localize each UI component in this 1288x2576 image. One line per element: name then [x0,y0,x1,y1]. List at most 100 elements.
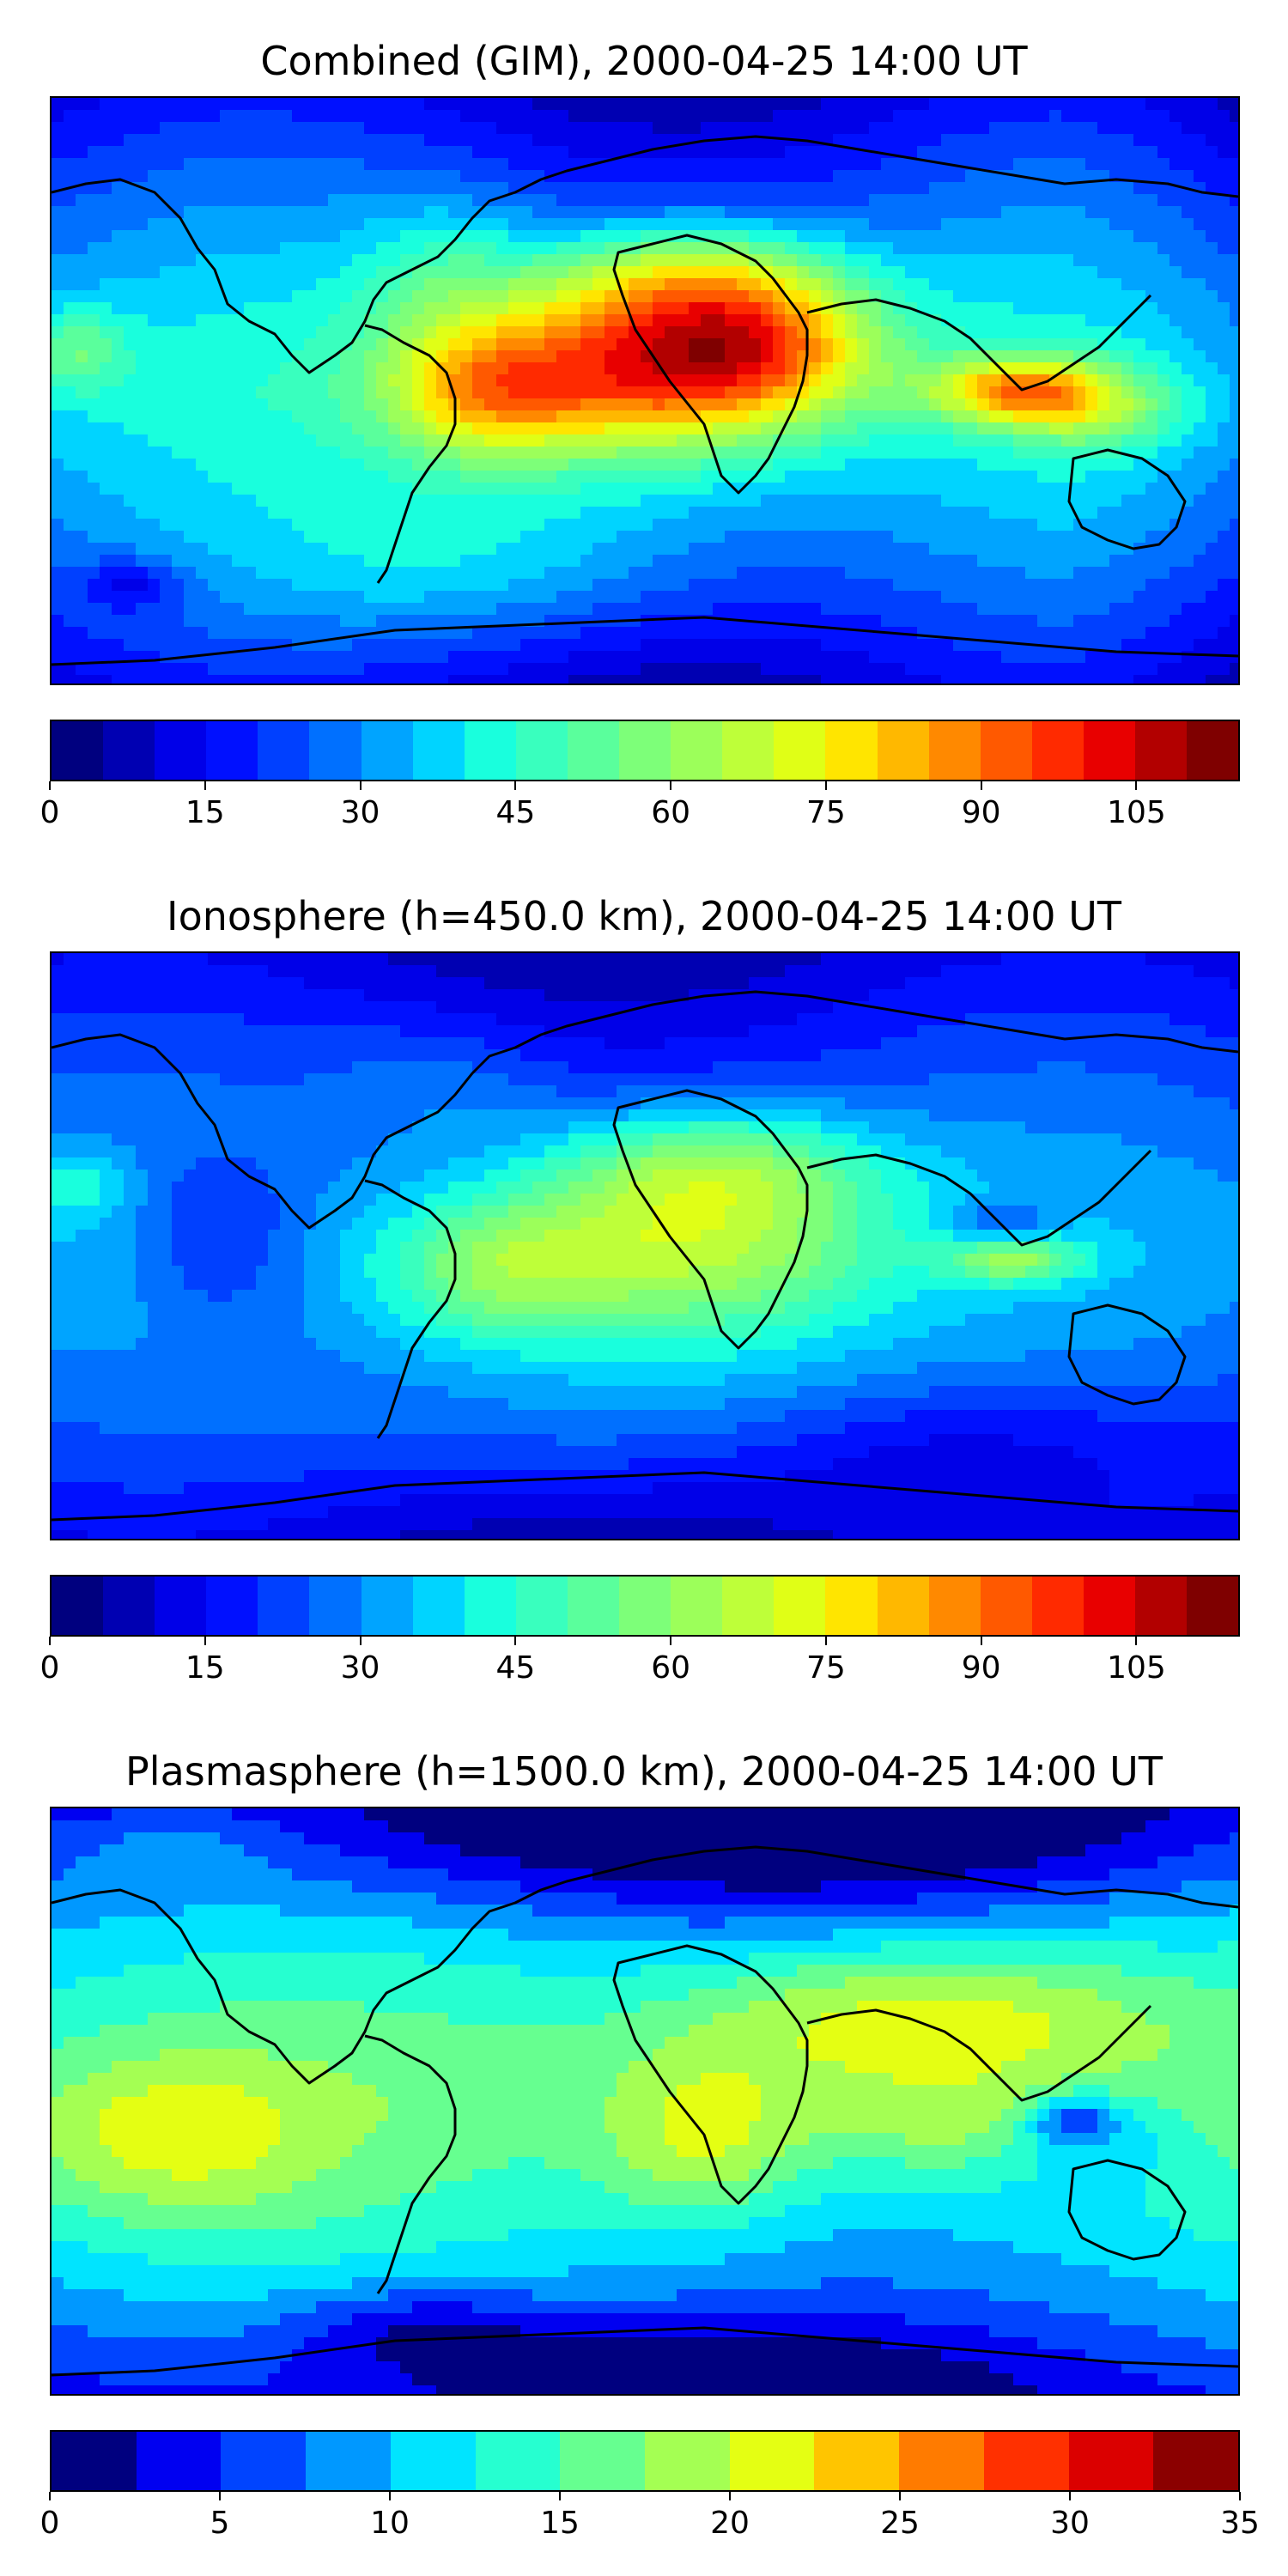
field-cell [508,170,521,183]
field-cell [460,362,473,375]
field-cell [208,218,221,231]
field-cell [1001,663,1014,676]
field-cell [100,110,112,123]
coastline [806,294,1152,392]
field-cell [1001,278,1014,291]
field-cell [1145,254,1158,267]
field-cell [52,206,64,219]
field-cell [1170,314,1182,327]
field-cell [1182,254,1194,267]
field-cell [268,507,281,519]
field-cell [340,194,353,207]
field-cell [172,146,185,159]
field-cell [941,591,954,604]
field-cell [1218,122,1230,135]
field-cell [1133,194,1146,207]
field-cell [905,627,918,640]
field-cell [196,422,209,435]
field-cell [124,314,137,327]
field-cell [1218,519,1230,532]
field-cell [1182,266,1194,279]
field-cell [460,422,473,435]
field-cell [725,350,738,363]
field-cell [328,507,341,519]
field-cell [725,302,738,315]
field-cell [160,134,173,147]
field-cell [617,471,629,483]
field-cell [244,675,257,683]
field-cell [713,555,726,568]
field-cell [1194,302,1206,315]
field-cell [232,447,245,459]
field-cell [773,579,786,592]
field-cell [989,146,1002,159]
field-cell [1037,278,1050,291]
field-cell [1194,146,1206,159]
field-cell [1109,615,1122,628]
field-cell [761,543,774,556]
field-cell [713,122,726,135]
field-cell [677,158,690,171]
field-cell [1073,302,1086,315]
field-cell [701,507,714,519]
field-cell [773,639,786,652]
field-cell [268,579,281,592]
field-cell [629,410,641,423]
field-cell [737,543,750,556]
field-cell [436,495,449,507]
field-cell [436,170,449,183]
field-cell [220,374,233,387]
field-cell [496,290,509,303]
field-cell [280,627,293,640]
field-cell [653,206,665,219]
field-cell [737,218,750,231]
field-cell [460,434,473,447]
field-cell [773,206,786,219]
field-cell [520,158,533,171]
field-cell [544,459,557,471]
field-cell [532,206,545,219]
field-cell [1121,194,1134,207]
field-cell [713,675,726,683]
field-cell [629,483,641,495]
field-cell [821,362,834,375]
field-cell [881,182,894,195]
colorbar-tick-label: 15 [185,795,225,830]
field-cell [124,531,137,544]
field-cell [1049,134,1062,147]
field-cell [376,447,389,459]
field-cell [532,218,545,231]
field-cell [388,302,401,315]
field-cell [809,651,822,664]
field-cell [496,953,509,966]
field-cell [773,615,786,628]
field-cell [1109,422,1122,435]
field-cell [857,495,870,507]
field-cell [520,627,533,640]
field-cell [1206,206,1218,219]
field-cell [520,314,533,327]
field-cell [917,242,930,255]
field-cell [1037,459,1050,471]
field-cell [220,122,233,135]
field-cell [184,122,197,135]
field-cell [160,543,173,556]
field-cell [953,398,966,411]
field-cell [136,98,149,111]
field-cell [641,278,653,291]
field-cell [629,290,641,303]
field-cell [556,278,569,291]
field-cell [280,579,293,592]
field-cell [689,158,702,171]
field-cell [713,422,726,435]
field-cell [244,386,257,399]
field-cell [1157,639,1170,652]
field-cell [448,459,461,471]
field-cell [1025,507,1038,519]
field-cell [629,953,641,966]
field-cell [124,483,137,495]
field-cell [1001,386,1014,399]
field-cell [941,326,954,339]
field-cell [460,338,473,351]
field-cell [484,230,497,243]
